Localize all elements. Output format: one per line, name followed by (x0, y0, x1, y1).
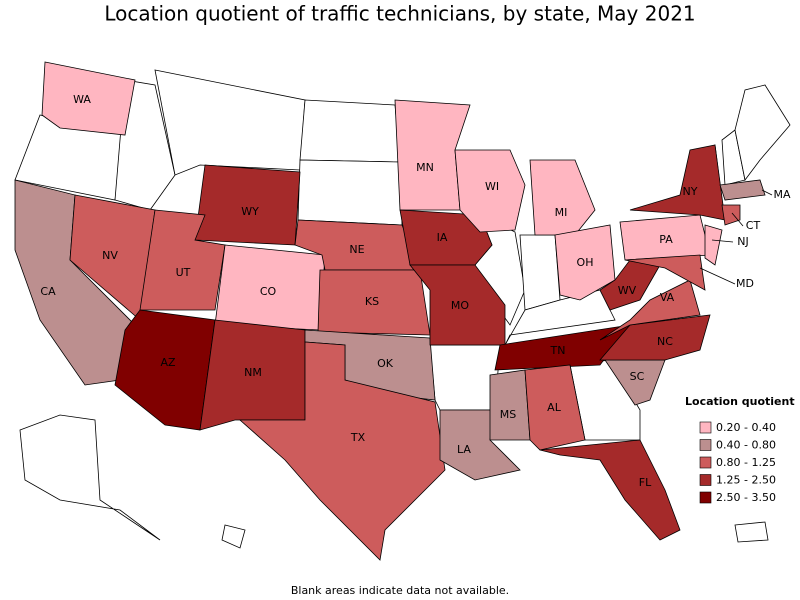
state (624, 254, 706, 291)
state (719, 179, 766, 201)
legend-label: 1.25 - 2.50 (716, 474, 776, 487)
state-label: MA (773, 188, 790, 201)
state-blank (519, 234, 561, 311)
state-blank (299, 99, 401, 163)
state-label: AL (547, 401, 562, 414)
blank-states (14, 69, 791, 549)
state-label: MO (451, 299, 469, 312)
state-blank (429, 344, 501, 411)
state-label: NC (657, 335, 673, 348)
state-label: NE (349, 243, 364, 256)
state-label: LA (457, 443, 471, 456)
legend-label: 0.80 - 1.25 (716, 456, 776, 469)
state (529, 159, 596, 236)
state-label: NJ (737, 235, 748, 248)
state-blank (221, 524, 246, 549)
map-title: Location quotient of traffic technicians… (104, 2, 695, 26)
state-blank (734, 84, 791, 181)
state-label: OK (377, 357, 394, 370)
state-label: CO (260, 285, 277, 298)
legend-swatch (699, 439, 712, 451)
state-label: MS (500, 408, 516, 421)
state (489, 369, 531, 441)
state-label: KS (365, 295, 379, 308)
state (494, 324, 631, 371)
legend: Location quotient 0.20 - 0.40 0.40 - 0.80… (685, 395, 795, 504)
state-label: PA (659, 233, 673, 246)
state (721, 204, 741, 226)
state-label: CT (746, 219, 761, 232)
state-label: WI (485, 180, 499, 193)
state-blank (734, 521, 769, 543)
state (41, 61, 136, 136)
state-label: AZ (160, 356, 176, 369)
state (238, 341, 446, 561)
state-label: OH (577, 256, 594, 269)
state-label: CA (40, 285, 56, 298)
state (454, 149, 526, 233)
state-blank (19, 414, 161, 541)
state-label: MD (736, 277, 754, 290)
state-label: NM (244, 366, 262, 379)
state-label: WY (241, 205, 259, 218)
state-label: NV (102, 249, 118, 262)
legend-swatch (699, 456, 712, 469)
state-label: TX (350, 431, 366, 444)
state (539, 439, 681, 541)
state-label: NY (683, 185, 698, 198)
state-label: SC (630, 370, 645, 383)
state-label: MI (555, 206, 568, 219)
state (629, 144, 726, 221)
legend-title: Location quotient (685, 395, 795, 408)
leader-line (699, 267, 736, 285)
leader-line (761, 189, 773, 196)
legend-label: 0.20 - 0.40 (716, 421, 776, 434)
state-blank (114, 79, 176, 211)
legend-label: 0.40 - 0.80 (716, 439, 776, 452)
state-label: WA (73, 93, 91, 106)
state-blank (297, 159, 403, 226)
legend-label: 2.50 - 3.50 (716, 491, 776, 504)
state (524, 364, 586, 451)
leader-line (711, 239, 734, 243)
state (114, 309, 216, 431)
state-blank (154, 69, 306, 176)
state-label: IA (437, 231, 448, 244)
legend-swatch (699, 421, 712, 434)
leader-line (731, 212, 744, 227)
state (704, 224, 723, 266)
state-label: FL (639, 476, 652, 489)
legend-swatch (699, 491, 712, 504)
state-label: TN (550, 344, 566, 357)
footnote: Blank areas indicate data not available. (291, 584, 509, 597)
state-label: UT (176, 266, 191, 279)
state-label: WV (618, 284, 637, 297)
state (554, 224, 616, 301)
states: WA CA NV WY UT CO AZ NM NE KS OK TX MN IA MO LA WI MI OH TN… (14, 61, 791, 561)
state-label: MN (416, 161, 434, 174)
state-label: VA (660, 291, 675, 304)
legend-swatch (699, 474, 712, 486)
state (599, 314, 711, 361)
